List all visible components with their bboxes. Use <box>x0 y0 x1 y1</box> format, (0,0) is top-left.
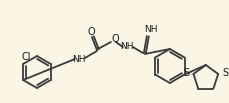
Text: O: O <box>111 34 118 44</box>
Text: NH: NH <box>72 54 85 64</box>
Text: O: O <box>87 27 94 37</box>
Text: Cl: Cl <box>21 52 31 62</box>
Text: NH: NH <box>144 25 157 33</box>
Text: S: S <box>221 68 227 78</box>
Text: S: S <box>183 68 189 78</box>
Text: NH: NH <box>120 42 133 50</box>
